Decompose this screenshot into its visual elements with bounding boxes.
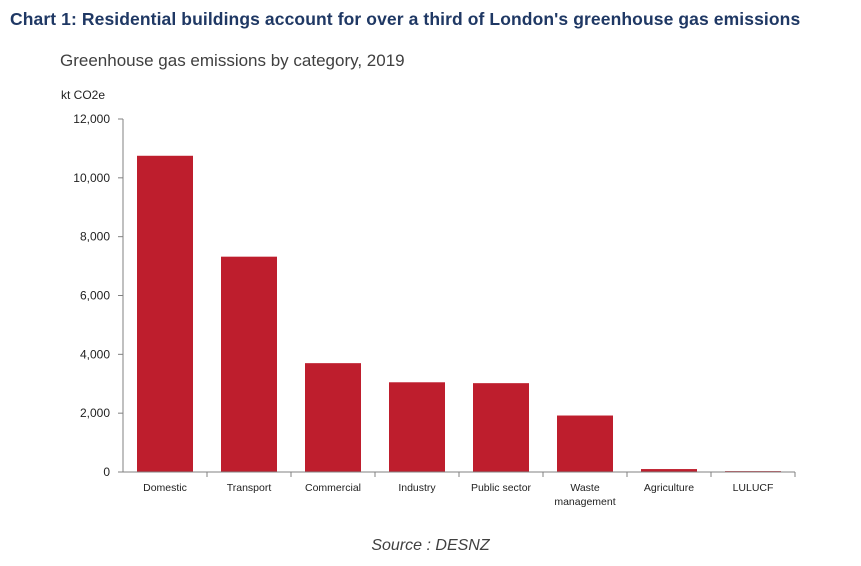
bar xyxy=(389,382,445,472)
x-tick-label: Agriculture xyxy=(644,482,694,494)
y-axis: 0 2,000 4,000 6,000 8,000 10,000 12,000 xyxy=(73,112,124,479)
y-tick-label: 6,000 xyxy=(80,289,110,303)
x-tick-label: Transport xyxy=(227,482,272,494)
source-note: Source : DESNZ xyxy=(371,537,490,554)
x-tick-label: Waste xyxy=(570,482,600,494)
bar xyxy=(473,383,529,472)
bar xyxy=(221,256,277,472)
chart-heading: Chart 1: Residential buildings account f… xyxy=(10,9,801,29)
x-tick-label: Commercial xyxy=(305,482,361,494)
y-tick-label: 4,000 xyxy=(80,347,110,361)
y-tick-label: 8,000 xyxy=(80,230,110,244)
bar xyxy=(305,363,361,472)
y-tick-label: 2,000 xyxy=(80,406,110,420)
x-tick-label: Industry xyxy=(398,482,436,494)
y-axis-unit-label: kt CO2e xyxy=(61,88,106,102)
y-tick-label: 0 xyxy=(103,465,110,479)
bar xyxy=(557,415,613,472)
bar xyxy=(641,469,697,472)
x-tick-label: Domestic xyxy=(143,482,187,494)
bars xyxy=(137,155,781,473)
x-tick-label: management xyxy=(554,496,615,508)
x-axis: Domestic Transport Commercial Industry Publi… xyxy=(123,471,796,508)
y-tick-label: 12,000 xyxy=(73,112,110,126)
chart-title: Greenhouse gas emissions by category, 20… xyxy=(60,51,405,70)
y-tick-label: 10,000 xyxy=(73,171,110,185)
bar xyxy=(137,155,193,473)
x-tick-label: Public sector xyxy=(471,482,532,494)
x-tick-label: LULUCF xyxy=(733,482,774,494)
